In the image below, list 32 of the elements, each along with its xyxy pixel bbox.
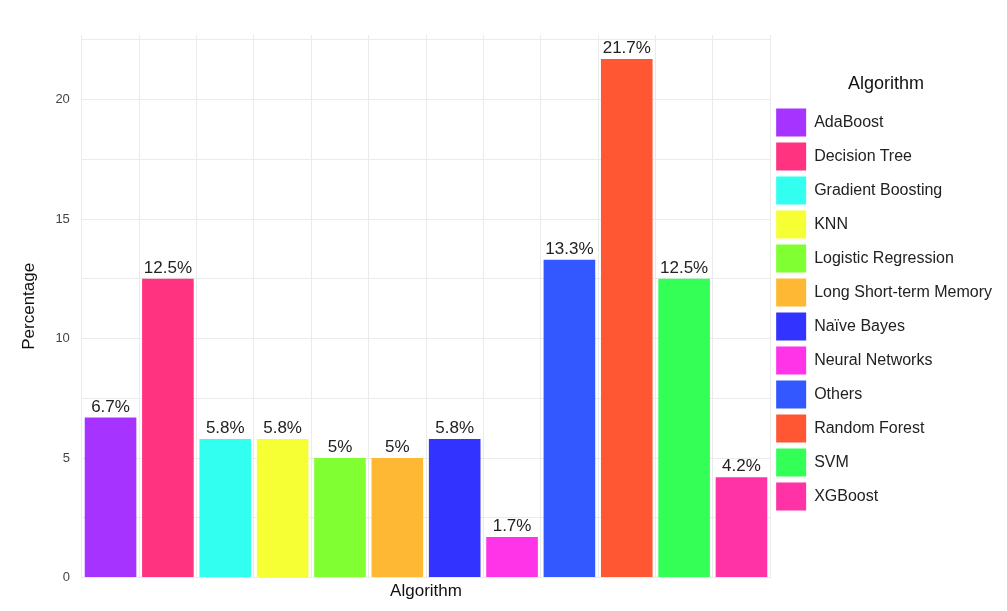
data-label: 21.7%	[602, 38, 651, 58]
data-label: 5.8%	[263, 418, 302, 438]
legend-label: SVM	[814, 453, 849, 471]
legend-label: XGBoost	[814, 487, 879, 505]
y-tick-label: 5	[62, 449, 70, 465]
data-label: 6.7%	[91, 396, 130, 416]
legend-label: Naïve Bayes	[814, 317, 905, 335]
data-label: 5.8%	[205, 418, 245, 438]
data-label: 1.7%	[492, 516, 532, 536]
data-label: 5.8%	[435, 418, 475, 438]
data-label: 12.5%	[660, 258, 709, 277]
data-label: 12.5%	[143, 258, 192, 277]
legend-label: Logistic Regression	[814, 249, 954, 267]
y-tick-label: 10	[55, 330, 70, 346]
y-tick-label: 15	[55, 210, 70, 226]
legend-label: AdaBoost	[814, 113, 885, 131]
legend-label: Gradient Boosting	[814, 181, 943, 199]
legend-label: Long Short-term Memory	[814, 283, 993, 301]
x-axis-title: Algorithm	[390, 581, 462, 601]
legend-label: Random Forest	[814, 419, 925, 437]
legend-label: Neural Networks	[814, 351, 933, 369]
legend-label: Others	[814, 385, 863, 403]
data-label: 5%	[327, 437, 353, 457]
y-tick-label: 0	[62, 569, 70, 585]
legend-label: KNN	[814, 215, 848, 233]
y-axis-title: Percentage	[18, 262, 38, 350]
data-label: 5%	[385, 437, 410, 457]
data-label: 13.3%	[545, 238, 594, 258]
y-tick-label: 20	[55, 91, 70, 107]
legend-title: Algorithm	[848, 72, 925, 93]
legend-label: Decision Tree	[814, 147, 913, 165]
data-label: 4.2%	[722, 456, 761, 476]
